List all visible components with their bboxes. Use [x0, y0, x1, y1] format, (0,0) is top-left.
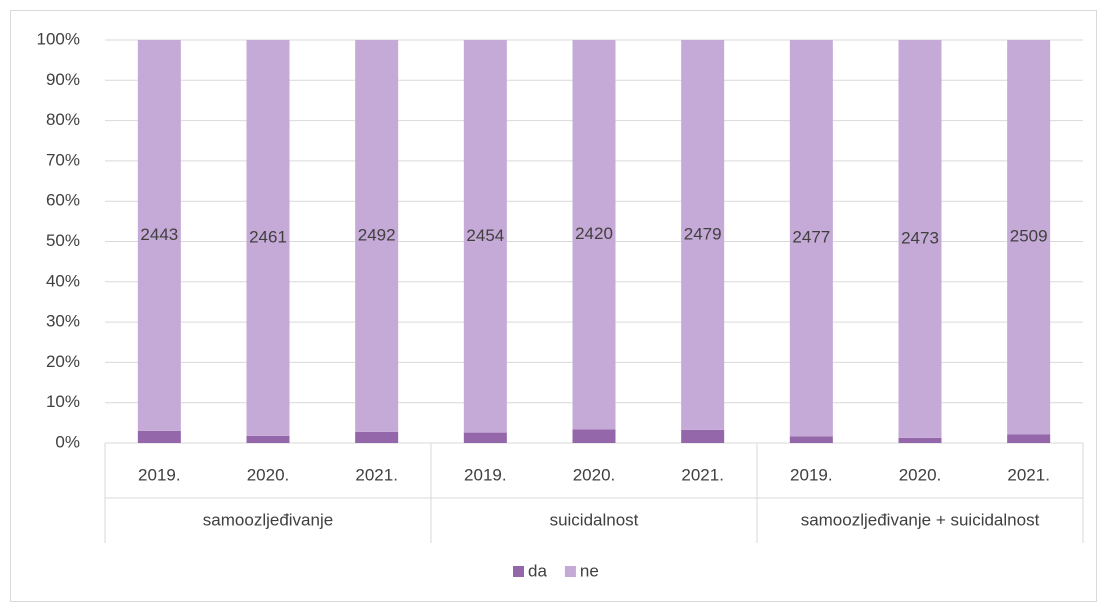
x-tick-label: 2019.: [790, 465, 833, 484]
bar-segment: [898, 40, 942, 438]
bar-segment: [1007, 434, 1051, 443]
bar-segment: [681, 429, 725, 443]
y-tick-label: 40%: [46, 271, 80, 290]
x-tick-label: 2021.: [1007, 465, 1050, 484]
x-tick-label: 2021.: [355, 465, 398, 484]
bar-segment: [246, 435, 290, 443]
y-tick-label: 30%: [46, 312, 80, 331]
x-tick-label: 2020.: [899, 465, 942, 484]
y-tick-label: 80%: [46, 110, 80, 129]
x-tick-label: 2020.: [247, 465, 290, 484]
bar-segment: [246, 40, 290, 436]
legend-label: da: [528, 561, 547, 580]
data-label: 2479: [684, 224, 722, 243]
data-label: 2477: [792, 228, 830, 247]
bar-segment: [355, 431, 399, 443]
legend-swatch: [513, 566, 524, 577]
data-label: 2461: [249, 227, 287, 246]
bar-segment: [463, 40, 507, 433]
bar-segment: [789, 40, 833, 437]
bar-segment: [789, 436, 833, 443]
x-tick-label: 2021.: [681, 465, 724, 484]
data-label: 2420: [575, 224, 613, 243]
bar-segment: [355, 40, 399, 432]
group-label: samoozljeđivanje + suicidalnost: [801, 510, 1040, 529]
bar-segment: [898, 437, 942, 443]
legend-label: ne: [580, 561, 599, 580]
y-tick-label: 0%: [55, 432, 80, 451]
bar-segment: [572, 429, 616, 443]
bar-segment: [463, 432, 507, 443]
y-tick-label: 60%: [46, 191, 80, 210]
data-label: 2443: [140, 225, 178, 244]
x-tick-label: 2020.: [573, 465, 616, 484]
legend-swatch: [564, 566, 576, 577]
bar-segment: [681, 40, 725, 430]
y-tick-label: 90%: [46, 70, 80, 89]
x-tick-label: 2019.: [138, 465, 181, 484]
x-tick-label: 2019.: [464, 465, 507, 484]
data-label: 2492: [358, 225, 396, 244]
data-label: 2454: [466, 226, 504, 245]
y-tick-label: 20%: [46, 352, 80, 371]
group-label: samoozljeđivanje: [203, 510, 333, 529]
group-label: suicidalnost: [550, 510, 639, 529]
data-label: 2473: [901, 228, 939, 247]
y-tick-label: 50%: [46, 231, 80, 250]
bar-segment: [572, 40, 616, 430]
bar-segment: [137, 430, 181, 443]
bar-segment: [1007, 40, 1051, 435]
y-tick-label: 70%: [46, 150, 80, 169]
bar-segment: [137, 40, 181, 431]
y-tick-label: 100%: [37, 29, 80, 48]
y-tick-label: 10%: [46, 392, 80, 411]
data-label: 2509: [1010, 227, 1048, 246]
